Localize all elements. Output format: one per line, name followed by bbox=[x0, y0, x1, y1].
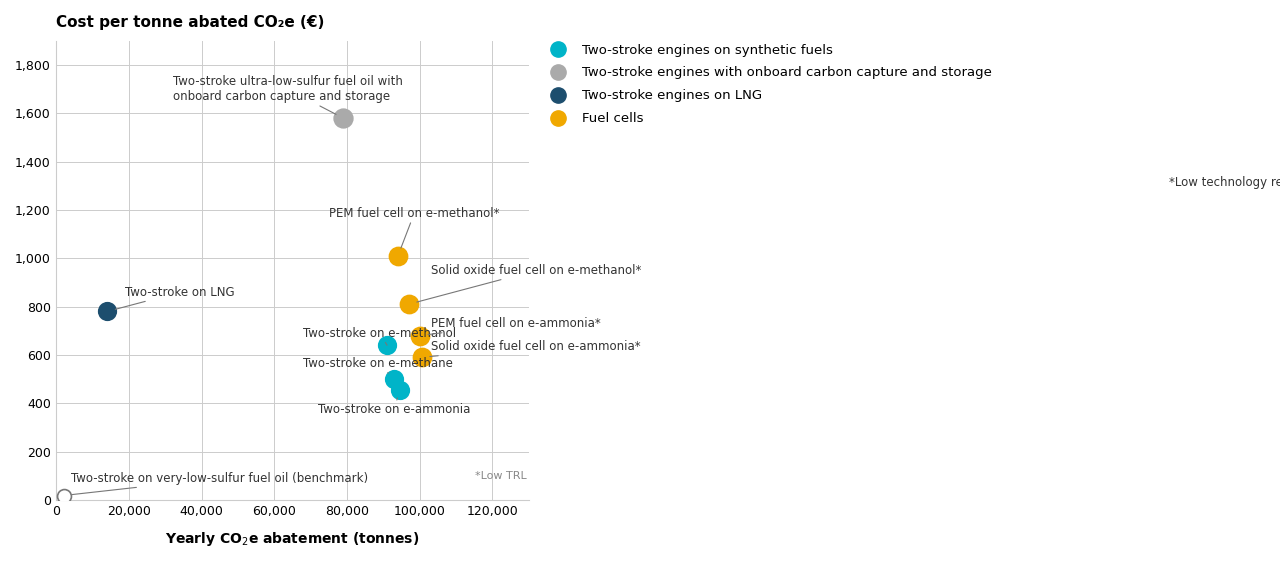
Text: Two-stroke ultra-low-sulfur fuel oil with
onboard carbon capture and storage: Two-stroke ultra-low-sulfur fuel oil wit… bbox=[173, 75, 402, 114]
Point bbox=[398, 300, 419, 309]
Text: PEM fuel cell on e-ammonia*: PEM fuel cell on e-ammonia* bbox=[428, 317, 600, 335]
Text: Two-stroke on e-ammonia: Two-stroke on e-ammonia bbox=[317, 398, 470, 416]
Legend: Two-stroke engines on synthetic fuels, Two-stroke engines with onboard carbon ca: Two-stroke engines on synthetic fuels, T… bbox=[540, 38, 997, 130]
Text: Cost per tonne abated CO₂e (€): Cost per tonne abated CO₂e (€) bbox=[56, 15, 325, 30]
Point bbox=[388, 251, 408, 261]
Point bbox=[384, 374, 404, 383]
Text: Two-stroke on very-low-sulfur fuel oil (benchmark): Two-stroke on very-low-sulfur fuel oil (… bbox=[70, 472, 369, 495]
Text: Solid oxide fuel cell on e-methanol*: Solid oxide fuel cell on e-methanol* bbox=[417, 264, 641, 302]
Text: Solid oxide fuel cell on e-ammonia*: Solid oxide fuel cell on e-ammonia* bbox=[430, 340, 640, 356]
Text: *Low technology readiness level (TRL): *Low technology readiness level (TRL) bbox=[1169, 176, 1280, 189]
Text: Two-stroke on LNG: Two-stroke on LNG bbox=[115, 286, 236, 309]
X-axis label: Yearly CO$_2$e abatement (tonnes): Yearly CO$_2$e abatement (tonnes) bbox=[165, 530, 420, 548]
Point bbox=[376, 340, 397, 350]
Point bbox=[389, 385, 410, 394]
Text: PEM fuel cell on e-methanol*: PEM fuel cell on e-methanol* bbox=[329, 207, 499, 248]
Text: Two-stroke on e-methane: Two-stroke on e-methane bbox=[303, 357, 453, 373]
Point bbox=[333, 114, 353, 123]
Point bbox=[411, 353, 431, 362]
Point bbox=[97, 307, 118, 316]
Point bbox=[410, 331, 430, 340]
Text: *Low TRL: *Low TRL bbox=[475, 471, 526, 482]
Point bbox=[54, 491, 74, 500]
Text: Two-stroke on e-methanol: Two-stroke on e-methanol bbox=[303, 327, 457, 345]
